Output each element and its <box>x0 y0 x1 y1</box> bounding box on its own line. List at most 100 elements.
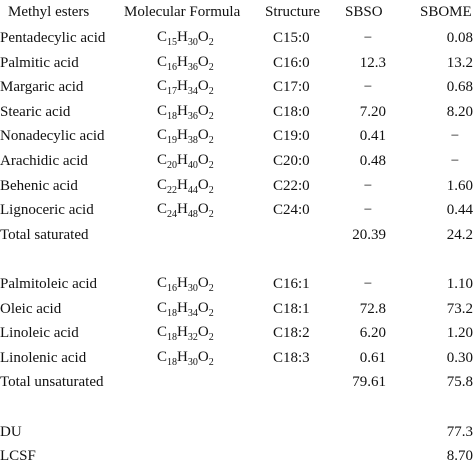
element: O <box>197 299 209 316</box>
subscript: 18 <box>167 307 178 319</box>
formula: C19H38O2 <box>157 126 214 146</box>
subscript: 36 <box>187 61 198 73</box>
formula: C18H32O2 <box>157 323 214 343</box>
subscript: 18 <box>167 356 178 368</box>
subscript: 24 <box>167 209 178 221</box>
element: H <box>177 299 188 316</box>
subscript: 32 <box>187 332 198 344</box>
header-sbso: SBSO <box>345 4 383 20</box>
subscript: 30 <box>187 37 198 48</box>
element: C <box>157 176 168 193</box>
formula: C15H30O2 <box>157 28 214 48</box>
element: O <box>197 53 209 70</box>
element: H <box>177 53 188 70</box>
sbome-value: 24.2 <box>446 226 473 243</box>
sbome-value: − <box>450 128 460 145</box>
ester-name: Linoleic acid <box>0 325 79 342</box>
subscript: 2 <box>208 184 214 196</box>
subscript: 17 <box>167 86 178 98</box>
ester-name: Behenic acid <box>0 177 78 194</box>
subscript: 2 <box>208 160 214 171</box>
sbso-value: 0.41 <box>359 128 386 145</box>
formula: C18H30O2 <box>157 348 214 368</box>
formula: C18H36O2 <box>157 102 214 122</box>
subscript: 30 <box>187 283 198 294</box>
structure: C24:0 <box>273 202 310 219</box>
element: C <box>157 53 168 70</box>
structure: C16:1 <box>273 276 310 292</box>
element: O <box>197 324 209 341</box>
structure: C17:0 <box>273 79 310 96</box>
subscript: 18 <box>167 332 178 344</box>
subscript: 30 <box>187 356 198 368</box>
subscript: 15 <box>167 37 178 48</box>
element: O <box>197 275 209 291</box>
subscript: 40 <box>187 160 198 171</box>
sbome-value: 77.3 <box>446 423 473 440</box>
sbso-value: − <box>363 276 373 292</box>
element: H <box>177 127 188 144</box>
sbome-value: 1.20 <box>446 325 473 342</box>
sbome-value: 0.68 <box>446 79 473 96</box>
subscript: 38 <box>187 135 198 147</box>
header-methyl-esters: Methyl esters <box>8 4 90 20</box>
subscript: 48 <box>187 209 198 221</box>
sbome-value: 73.2 <box>446 300 473 317</box>
sbso-value: 0.48 <box>359 153 386 169</box>
structure: C20:0 <box>273 153 310 169</box>
element: O <box>197 78 209 95</box>
structure: C16:0 <box>273 54 310 71</box>
ester-name: Total unsaturated <box>0 374 104 391</box>
element: C <box>157 201 168 218</box>
subscript: 36 <box>187 110 198 122</box>
formula: C24H48O2 <box>157 200 214 220</box>
formula: C22H44O2 <box>157 176 214 196</box>
ester-name: Pentadecylic acid <box>0 30 106 46</box>
element: O <box>197 29 209 45</box>
header-formula: Molecular Formula <box>124 4 241 20</box>
header-sbome: SBOME <box>420 4 472 20</box>
element: C <box>157 127 168 144</box>
ester-name: DU <box>0 423 22 440</box>
element: H <box>177 78 188 95</box>
sbso-value: 79.61 <box>352 374 386 391</box>
element: C <box>157 324 168 341</box>
subscript: 2 <box>208 283 214 294</box>
subscript: 2 <box>208 307 214 319</box>
ester-name: Palmitic acid <box>0 54 79 71</box>
subscript: 2 <box>208 37 214 48</box>
sbso-value: − <box>363 79 373 96</box>
element: H <box>177 348 188 365</box>
sbso-value: 6.20 <box>359 325 386 342</box>
element: H <box>177 176 188 193</box>
sbome-value: 8.20 <box>446 103 473 120</box>
sbso-value: − <box>363 30 373 46</box>
ester-name: Oleic acid <box>0 300 62 317</box>
sbso-value: 72.8 <box>359 300 386 317</box>
sbome-value: 1.10 <box>446 276 473 292</box>
element: O <box>197 348 209 365</box>
subscript: 20 <box>167 160 178 171</box>
sbome-value: 75.8 <box>446 374 473 391</box>
element: H <box>177 275 188 291</box>
structure: C18:3 <box>273 349 310 366</box>
element: H <box>177 102 188 119</box>
subscript: 34 <box>187 307 198 319</box>
element: C <box>157 275 168 291</box>
element: O <box>197 127 209 144</box>
element: C <box>157 102 168 119</box>
formula: C16H30O2 <box>157 274 214 294</box>
subscript: 2 <box>208 61 214 73</box>
element: H <box>177 324 188 341</box>
element: C <box>157 348 168 365</box>
sbso-value: 0.61 <box>359 349 386 366</box>
sbome-value: − <box>450 153 460 169</box>
ester-name: Linolenic acid <box>0 349 87 366</box>
subscript: 2 <box>208 86 214 98</box>
ester-name: Stearic acid <box>0 103 71 120</box>
structure: C15:0 <box>273 30 310 46</box>
subscript: 16 <box>167 61 178 73</box>
ester-name: Margaric acid <box>0 79 84 96</box>
sbome-value: 13.2 <box>446 54 473 71</box>
